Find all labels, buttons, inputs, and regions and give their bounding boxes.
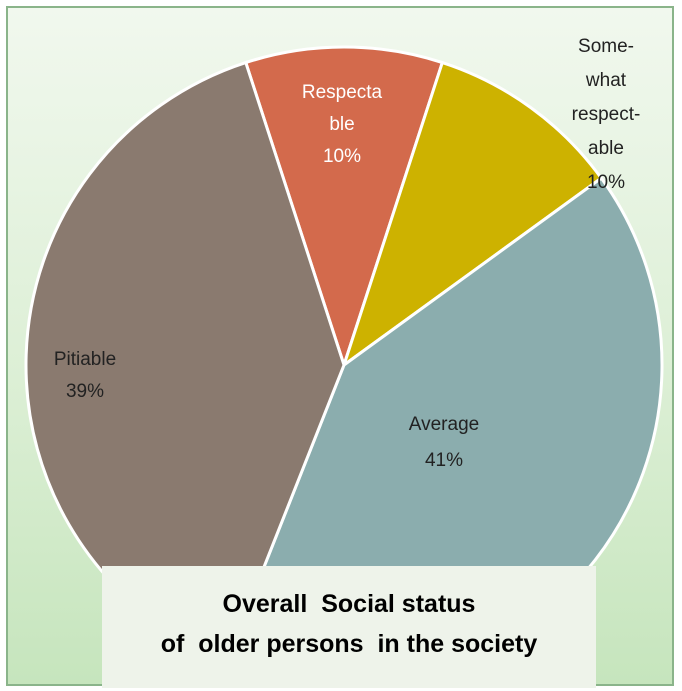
chart-title-line-1: Overall Social status — [222, 590, 476, 618]
slice-label: Some-what respect-able 10% — [572, 36, 641, 193]
slice-label-line: 10% — [323, 146, 361, 167]
slice-label: Respecta ble 10% — [302, 82, 383, 167]
slice-label-line: Respecta — [302, 82, 383, 103]
slice-label-line: Pitiable — [54, 349, 116, 370]
slice-label-line: what — [585, 70, 627, 91]
slice-label-line: able — [588, 138, 624, 159]
slice-label-line: 41% — [425, 450, 463, 471]
slice-label-line: respect- — [572, 104, 641, 125]
slice-label-line: 39% — [66, 381, 104, 402]
slice-label-line: ble — [329, 114, 354, 135]
slice-label-line: Average — [409, 414, 479, 435]
pie-labels: Respecta ble 10% Some-what respect-able 10% Av… — [54, 36, 640, 471]
pie-slice — [341, 60, 604, 369]
chart-title-line-2: of older persons in the society — [160, 630, 538, 658]
pie-slice — [243, 45, 445, 370]
slice-label: Average 41% — [409, 414, 479, 471]
slice-label: Pitiable 39% — [54, 349, 116, 402]
slice-label-line: 10% — [587, 172, 625, 193]
chart-title: Overall Social status of older persons i… — [102, 566, 596, 688]
slice-label-line: Some- — [578, 36, 634, 57]
